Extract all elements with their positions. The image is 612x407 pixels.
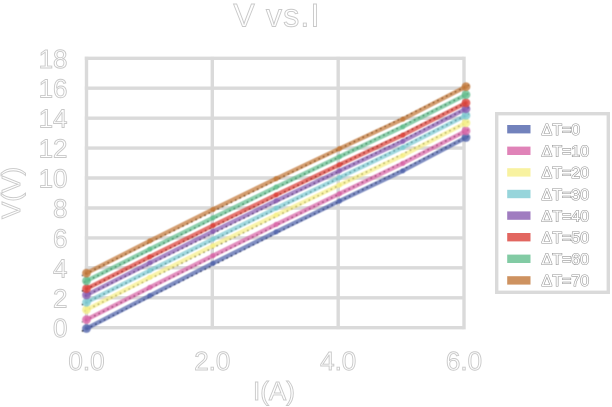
svg-text:ΔT=30: ΔT=30 xyxy=(542,187,590,204)
svg-text:2: 2 xyxy=(53,283,67,313)
svg-text:10: 10 xyxy=(39,164,68,194)
svg-text:ΔT=60: ΔT=60 xyxy=(542,252,590,269)
svg-text:I(A): I(A) xyxy=(253,376,295,406)
svg-text:ΔT=70: ΔT=70 xyxy=(542,273,590,290)
svg-text:8: 8 xyxy=(53,194,67,224)
svg-text:0: 0 xyxy=(53,313,67,343)
svg-text:4.0: 4.0 xyxy=(320,346,356,376)
svg-text:16: 16 xyxy=(39,74,68,104)
svg-text:ΔT=20: ΔT=20 xyxy=(542,165,590,182)
svg-text:ΔT=10: ΔT=10 xyxy=(542,144,590,161)
svg-text:ΔT=0: ΔT=0 xyxy=(542,122,581,139)
svg-text:6: 6 xyxy=(53,223,67,253)
svg-text:18: 18 xyxy=(39,44,68,74)
svg-text:2.0: 2.0 xyxy=(194,346,230,376)
svg-text:V(V): V(V) xyxy=(0,167,26,219)
svg-text:6.0: 6.0 xyxy=(446,346,482,376)
svg-text:ΔT=50: ΔT=50 xyxy=(542,230,590,247)
svg-text:0.0: 0.0 xyxy=(68,346,104,376)
svg-text:ΔT=40: ΔT=40 xyxy=(542,208,590,225)
svg-text:14: 14 xyxy=(39,104,68,134)
svg-text:12: 12 xyxy=(39,134,68,164)
svg-text:V vs.I: V vs.I xyxy=(233,0,320,34)
svg-text:4: 4 xyxy=(53,253,67,283)
